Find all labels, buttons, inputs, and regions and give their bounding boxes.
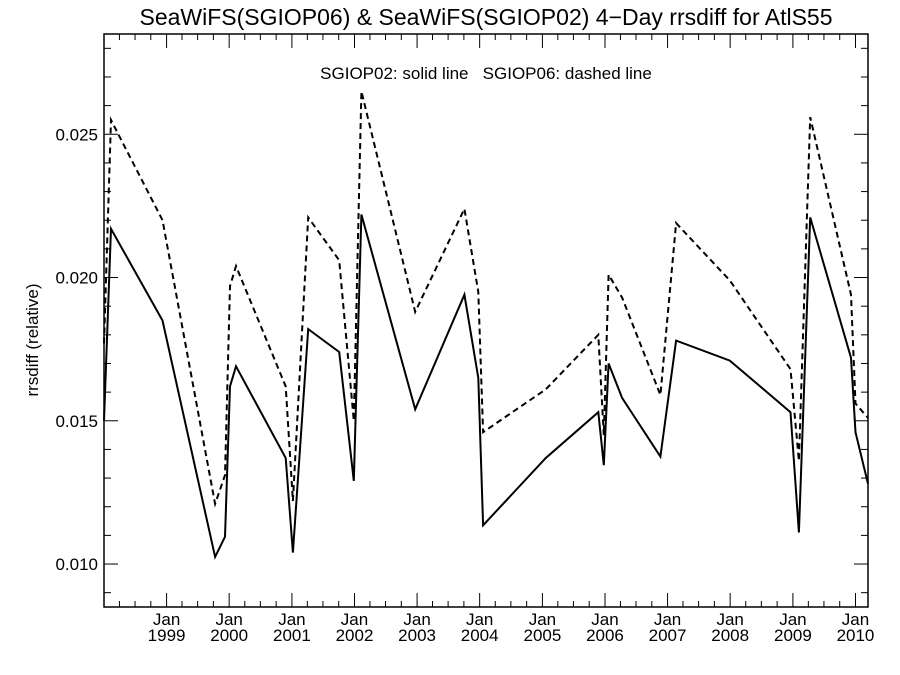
- x-tick-label-month: Jan: [215, 610, 242, 629]
- x-tick-label-month: Jan: [341, 610, 368, 629]
- x-tick-label-year: 2010: [837, 626, 875, 645]
- y-tick-label: 0.010: [55, 555, 98, 574]
- y-tick-label: 0.025: [55, 125, 98, 144]
- x-tick-label-month: Jan: [654, 610, 681, 629]
- x-tick-label-month: Jan: [779, 610, 806, 629]
- series-line-sgiop02: [103, 214, 869, 560]
- plot-frame: [103, 33, 869, 608]
- x-tick-label-year: 2004: [461, 626, 499, 645]
- x-tick-label-year: 1999: [148, 626, 186, 645]
- x-tick-label-year: 2007: [649, 626, 687, 645]
- x-tick-label-month: Jan: [278, 610, 305, 629]
- x-tick-label-month: Jan: [716, 610, 743, 629]
- x-tick-label-month: Jan: [529, 610, 556, 629]
- x-tick-label-month: Jan: [403, 610, 430, 629]
- x-tick-label-month: Jan: [153, 610, 180, 629]
- x-tick-label-year: 2008: [711, 626, 749, 645]
- tick-labels: 0.0100.0150.0200.025Jan1999Jan2000Jan200…: [55, 125, 874, 645]
- x-tick-label-year: 2005: [523, 626, 561, 645]
- x-tick-label-month: Jan: [842, 610, 869, 629]
- series-line-sgiop06: [103, 91, 869, 508]
- x-tick-label-year: 2009: [774, 626, 812, 645]
- y-axis-label: rrsdiff (relative): [23, 283, 42, 396]
- x-tick-label-year: 2006: [586, 626, 624, 645]
- y-tick-label: 0.015: [55, 412, 98, 431]
- chart-title: SeaWiFS(SGIOP06) & SeaWiFS(SGIOP02) 4−Da…: [140, 4, 833, 30]
- x-tick-label-month: Jan: [591, 610, 618, 629]
- x-tick-label-year: 2003: [398, 626, 436, 645]
- series-legend-note: SGIOP02: solid line SGIOP06: dashed line: [320, 64, 652, 83]
- series-lines: [103, 91, 869, 560]
- x-tick-label-month: Jan: [466, 610, 493, 629]
- x-tick-label-year: 2000: [210, 626, 248, 645]
- axis-ticks: [104, 34, 868, 607]
- y-tick-label: 0.020: [55, 269, 98, 288]
- x-tick-label-year: 2002: [336, 626, 374, 645]
- x-tick-label-year: 2001: [273, 626, 311, 645]
